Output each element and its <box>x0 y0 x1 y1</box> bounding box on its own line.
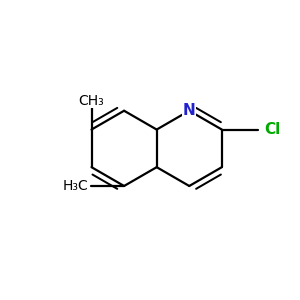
Text: H₃C: H₃C <box>62 179 88 193</box>
Text: Cl: Cl <box>264 122 280 137</box>
Text: N: N <box>183 103 196 118</box>
Text: CH₃: CH₃ <box>79 94 104 108</box>
